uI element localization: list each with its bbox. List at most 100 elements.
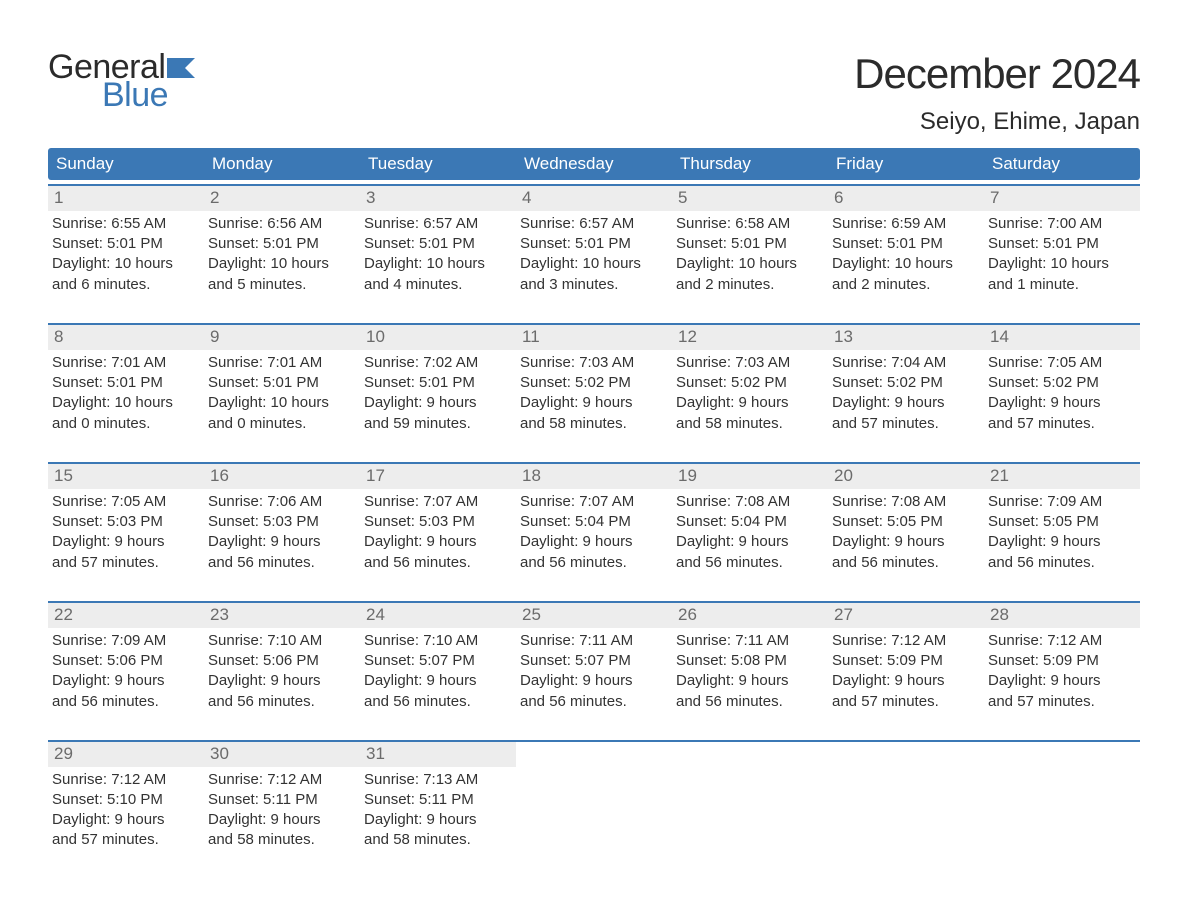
day-cell: 15Sunrise: 7:05 AMSunset: 5:03 PMDayligh… xyxy=(48,464,204,591)
daylight-line2: and 57 minutes. xyxy=(832,692,976,712)
day-number-row: 11 xyxy=(516,325,672,350)
daylight-line1: Daylight: 9 hours xyxy=(676,532,820,552)
day-cell: 18Sunrise: 7:07 AMSunset: 5:04 PMDayligh… xyxy=(516,464,672,591)
sunrise-text: Sunrise: 7:05 AM xyxy=(988,353,1132,373)
daylight-line2: and 56 minutes. xyxy=(364,692,508,712)
daylight-line1: Daylight: 10 hours xyxy=(52,393,196,413)
daylight-line2: and 56 minutes. xyxy=(520,553,664,573)
daylight-line2: and 56 minutes. xyxy=(520,692,664,712)
sunrise-text: Sunrise: 6:57 AM xyxy=(520,214,664,234)
sunrise-text: Sunrise: 7:12 AM xyxy=(832,631,976,651)
day-number-row: 28 xyxy=(984,603,1140,628)
sunset-text: Sunset: 5:10 PM xyxy=(52,790,196,810)
sunrise-text: Sunrise: 6:55 AM xyxy=(52,214,196,234)
day-number-row: 14 xyxy=(984,325,1140,350)
daylight-line2: and 58 minutes. xyxy=(520,414,664,434)
sunrise-text: Sunrise: 7:08 AM xyxy=(832,492,976,512)
daylight-line1: Daylight: 9 hours xyxy=(832,532,976,552)
day-cell: 19Sunrise: 7:08 AMSunset: 5:04 PMDayligh… xyxy=(672,464,828,591)
sunrise-text: Sunrise: 7:08 AM xyxy=(676,492,820,512)
sunset-text: Sunset: 5:02 PM xyxy=(676,373,820,393)
week-row: 29Sunrise: 7:12 AMSunset: 5:10 PMDayligh… xyxy=(48,740,1140,869)
day-cell: 5Sunrise: 6:58 AMSunset: 5:01 PMDaylight… xyxy=(672,186,828,313)
sunset-text: Sunset: 5:04 PM xyxy=(520,512,664,532)
day-number: 28 xyxy=(990,605,1009,624)
daylight-line1: Daylight: 9 hours xyxy=(208,810,352,830)
logo-word-blue: Blue xyxy=(102,78,197,112)
day-number-row: 31 xyxy=(360,742,516,767)
sunrise-text: Sunrise: 6:56 AM xyxy=(208,214,352,234)
daylight-line2: and 58 minutes. xyxy=(208,830,352,850)
day-number-row: 12 xyxy=(672,325,828,350)
day-number: 20 xyxy=(834,466,853,485)
daylight-line1: Daylight: 10 hours xyxy=(676,254,820,274)
day-number: 31 xyxy=(366,744,385,763)
daylight-line1: Daylight: 9 hours xyxy=(988,671,1132,691)
daylight-line2: and 57 minutes. xyxy=(988,692,1132,712)
daylight-line2: and 2 minutes. xyxy=(676,275,820,295)
weeks-holder: 1Sunrise: 6:55 AMSunset: 5:01 PMDaylight… xyxy=(48,184,1140,869)
day-number: 13 xyxy=(834,327,853,346)
daylight-line2: and 59 minutes. xyxy=(364,414,508,434)
day-cell: 31Sunrise: 7:13 AMSunset: 5:11 PMDayligh… xyxy=(360,742,516,869)
day-number-row: 27 xyxy=(828,603,984,628)
sunrise-text: Sunrise: 7:07 AM xyxy=(364,492,508,512)
daylight-line2: and 0 minutes. xyxy=(208,414,352,434)
daylight-line2: and 56 minutes. xyxy=(208,692,352,712)
daylight-line1: Daylight: 9 hours xyxy=(52,532,196,552)
day-number: 25 xyxy=(522,605,541,624)
day-number-row: 16 xyxy=(204,464,360,489)
sunset-text: Sunset: 5:01 PM xyxy=(988,234,1132,254)
day-cell: 4Sunrise: 6:57 AMSunset: 5:01 PMDaylight… xyxy=(516,186,672,313)
day-number: 17 xyxy=(366,466,385,485)
day-cell: 10Sunrise: 7:02 AMSunset: 5:01 PMDayligh… xyxy=(360,325,516,452)
sunrise-text: Sunrise: 7:10 AM xyxy=(364,631,508,651)
day-cell: 30Sunrise: 7:12 AMSunset: 5:11 PMDayligh… xyxy=(204,742,360,869)
daylight-line1: Daylight: 9 hours xyxy=(676,393,820,413)
sunset-text: Sunset: 5:06 PM xyxy=(208,651,352,671)
day-cell: 3Sunrise: 6:57 AMSunset: 5:01 PMDaylight… xyxy=(360,186,516,313)
day-number: 8 xyxy=(54,327,63,346)
day-number-row: 17 xyxy=(360,464,516,489)
daylight-line2: and 56 minutes. xyxy=(676,692,820,712)
day-number: 4 xyxy=(522,188,531,207)
day-header-saturday: Saturday xyxy=(984,148,1140,180)
sunrise-text: Sunrise: 7:03 AM xyxy=(520,353,664,373)
day-number-row: 10 xyxy=(360,325,516,350)
day-cell: 12Sunrise: 7:03 AMSunset: 5:02 PMDayligh… xyxy=(672,325,828,452)
sunrise-text: Sunrise: 7:01 AM xyxy=(52,353,196,373)
daylight-line1: Daylight: 9 hours xyxy=(52,810,196,830)
day-cell: 21Sunrise: 7:09 AMSunset: 5:05 PMDayligh… xyxy=(984,464,1140,591)
day-header-thursday: Thursday xyxy=(672,148,828,180)
sunset-text: Sunset: 5:02 PM xyxy=(832,373,976,393)
logo: General Blue xyxy=(48,50,197,112)
daylight-line1: Daylight: 10 hours xyxy=(208,254,352,274)
day-header-friday: Friday xyxy=(828,148,984,180)
week-row: 1Sunrise: 6:55 AMSunset: 5:01 PMDaylight… xyxy=(48,184,1140,313)
day-cell: 25Sunrise: 7:11 AMSunset: 5:07 PMDayligh… xyxy=(516,603,672,730)
day-number-row: 19 xyxy=(672,464,828,489)
day-number: 2 xyxy=(210,188,219,207)
day-cell: 29Sunrise: 7:12 AMSunset: 5:10 PMDayligh… xyxy=(48,742,204,869)
day-number-row: 2 xyxy=(204,186,360,211)
sunset-text: Sunset: 5:03 PM xyxy=(208,512,352,532)
daylight-line2: and 57 minutes. xyxy=(988,414,1132,434)
daylight-line1: Daylight: 9 hours xyxy=(52,671,196,691)
day-number-row: 21 xyxy=(984,464,1140,489)
daylight-line2: and 57 minutes. xyxy=(52,553,196,573)
sunrise-text: Sunrise: 7:00 AM xyxy=(988,214,1132,234)
day-cell: 20Sunrise: 7:08 AMSunset: 5:05 PMDayligh… xyxy=(828,464,984,591)
day-cell: 6Sunrise: 6:59 AMSunset: 5:01 PMDaylight… xyxy=(828,186,984,313)
sunrise-text: Sunrise: 7:12 AM xyxy=(208,770,352,790)
week-row: 15Sunrise: 7:05 AMSunset: 5:03 PMDayligh… xyxy=(48,462,1140,591)
daylight-line1: Daylight: 10 hours xyxy=(52,254,196,274)
daylight-line2: and 58 minutes. xyxy=(676,414,820,434)
daylight-line1: Daylight: 9 hours xyxy=(520,532,664,552)
daylight-line2: and 56 minutes. xyxy=(676,553,820,573)
sunset-text: Sunset: 5:07 PM xyxy=(520,651,664,671)
day-number-row: 3 xyxy=(360,186,516,211)
daylight-line2: and 0 minutes. xyxy=(52,414,196,434)
daylight-line1: Daylight: 9 hours xyxy=(208,532,352,552)
daylight-line2: and 56 minutes. xyxy=(52,692,196,712)
day-number: 29 xyxy=(54,744,73,763)
